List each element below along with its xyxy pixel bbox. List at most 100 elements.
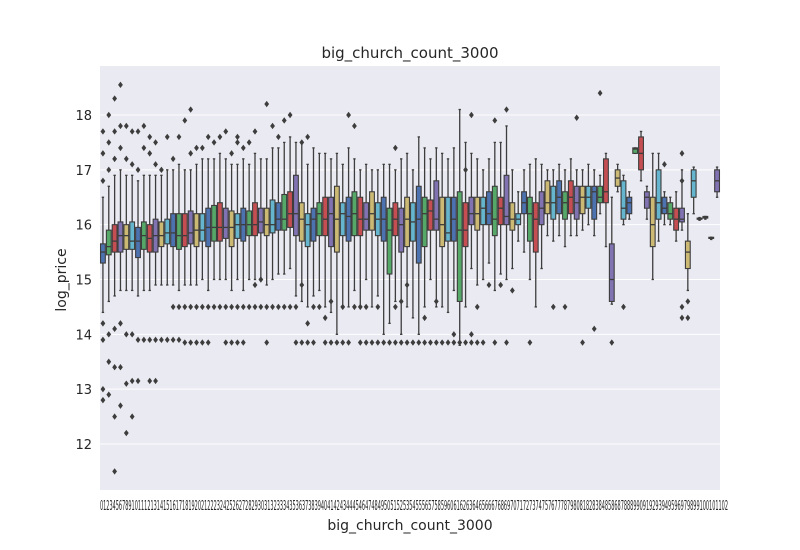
box-iqr [275, 202, 282, 231]
box-iqr [398, 207, 405, 253]
box-category-70 [509, 169, 516, 294]
box-category-78 [556, 163, 563, 237]
outlier-point [217, 133, 223, 141]
box-iqr [667, 202, 674, 220]
box-category-13 [176, 133, 182, 344]
box-iqr [99, 243, 106, 264]
outlier-point [469, 331, 474, 338]
outlier-point [118, 144, 123, 152]
outlier-point [194, 144, 199, 152]
outlier-point [404, 339, 410, 346]
outlier-point [164, 336, 170, 344]
outlier-point [164, 133, 170, 141]
box-category-62 [462, 141, 469, 346]
box-iqr [497, 196, 504, 226]
box-category-81 [573, 114, 580, 237]
outlier-point [141, 336, 147, 344]
box-category-8 [146, 133, 153, 385]
box-category-49 [386, 163, 393, 346]
box-category-105 [714, 166, 721, 198]
box-category-39 [328, 158, 334, 346]
outlier-point [123, 331, 129, 338]
y-tick-label: 17 [75, 164, 92, 179]
outlier-point [322, 314, 328, 322]
outlier-point [504, 106, 509, 113]
outlier-point [422, 339, 428, 346]
box-category-15 [187, 106, 194, 346]
outlier-point [112, 413, 118, 420]
box-category-65 [480, 169, 487, 346]
box-category-36 [310, 147, 317, 346]
box-category-9 [152, 139, 159, 385]
box-category-54 [415, 136, 422, 346]
y-tick-labels: 12 13 14 15 16 17 18 [75, 109, 92, 453]
outlier-point [580, 339, 585, 346]
box-category-69 [503, 106, 510, 346]
outlier-point [369, 339, 375, 346]
box-iqr [608, 243, 615, 302]
outlier-point [281, 117, 287, 124]
outlier-point [217, 303, 223, 311]
outlier-point [252, 303, 258, 311]
box-category-58 [439, 152, 446, 346]
outlier-point [398, 339, 404, 346]
box-iqr [684, 240, 691, 270]
outlier-point [527, 339, 533, 346]
y-tick-label: 14 [75, 328, 92, 343]
outlier-point [100, 128, 106, 135]
box-category-98 [673, 191, 680, 242]
outlier-point [258, 276, 264, 283]
outlier-point [363, 339, 369, 346]
outlier-point [293, 339, 299, 346]
outlier-point [422, 314, 428, 322]
outlier-point [463, 166, 468, 174]
outlier-point [106, 358, 112, 365]
outlier-point [509, 287, 515, 294]
box-iqr [328, 196, 334, 248]
outlier-point [299, 139, 305, 146]
outlier-point [129, 331, 135, 338]
outlier-point [135, 128, 141, 135]
outlier-point [123, 155, 129, 163]
box-category-66 [486, 158, 492, 289]
outlier-point [340, 339, 346, 346]
outlier-point [106, 391, 112, 398]
outlier-point [299, 281, 305, 289]
outlier-point [504, 339, 509, 346]
box-category-27 [257, 158, 264, 311]
outlier-point [685, 314, 691, 322]
outlier-point [679, 177, 685, 184]
outlier-point [118, 320, 123, 327]
box-category-86 [602, 152, 609, 248]
box-category-76 [544, 169, 551, 237]
box-iqr [129, 221, 136, 250]
outlier-point [305, 339, 311, 346]
outlier-point [346, 339, 351, 346]
box-category-34 [298, 139, 305, 346]
box-category-5 [129, 128, 136, 420]
box-iqr [468, 196, 475, 226]
box-iqr [252, 202, 258, 237]
outlier-point [135, 377, 141, 385]
outlier-point [188, 150, 194, 157]
outlier-point [199, 339, 205, 346]
outlier-point [112, 128, 118, 135]
box-category-95 [655, 152, 662, 242]
box-iqr [661, 196, 668, 215]
x-axis-title: big_church_count_3000 [327, 518, 492, 534]
box-category-31 [281, 117, 288, 311]
box-category-41 [339, 163, 346, 346]
box-iqr [123, 224, 130, 250]
box-category-14 [181, 117, 188, 346]
outlier-point [182, 117, 188, 124]
box-category-33 [292, 141, 299, 346]
outlier-point [433, 298, 439, 305]
box-category-85 [597, 89, 604, 215]
box-category-68 [497, 141, 504, 289]
box-category-53 [409, 169, 416, 346]
outlier-point [305, 320, 311, 327]
box-iqr [117, 221, 124, 253]
outlier-point [550, 303, 556, 311]
box-category-102 [696, 216, 703, 221]
outlier-point [194, 303, 199, 311]
